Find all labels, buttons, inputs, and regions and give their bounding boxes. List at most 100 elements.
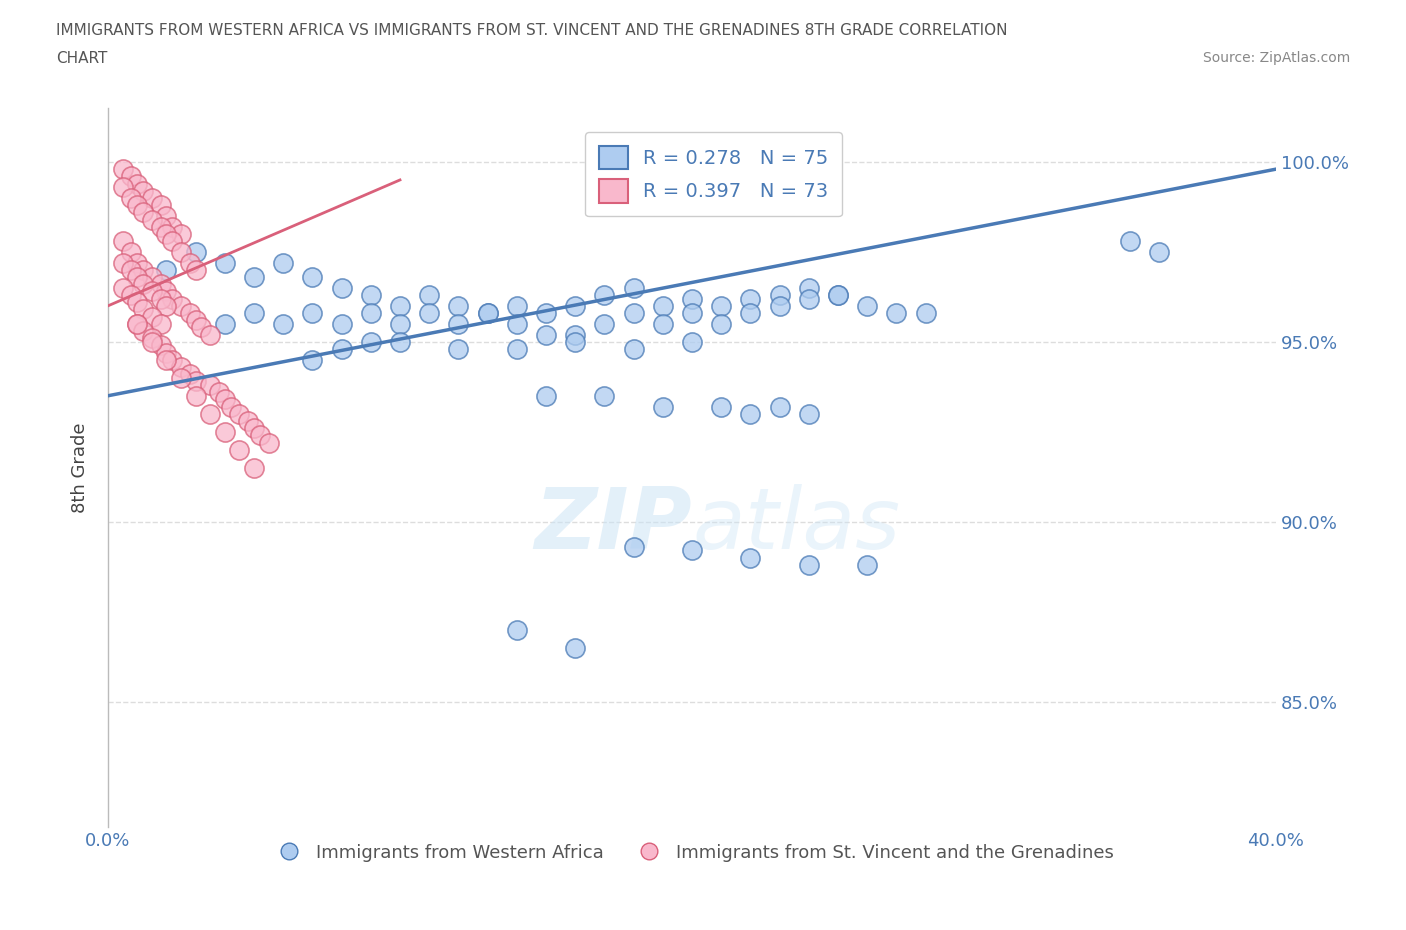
Point (208, 385, 231, 400)
Point (1119, 233, 1142, 248)
Point (768, 299, 790, 313)
Point (797, 557, 820, 572)
Point (886, 306, 908, 321)
Point (170, 299, 193, 313)
Point (856, 557, 879, 572)
Point (797, 281, 820, 296)
Point (179, 306, 201, 321)
Point (243, 420, 266, 435)
Text: CHART: CHART (56, 51, 108, 66)
Point (127, 176, 149, 191)
Point (301, 306, 323, 321)
Point (170, 245, 193, 259)
Point (132, 277, 155, 292)
Point (111, 255, 134, 270)
Point (127, 295, 149, 310)
Point (149, 277, 172, 292)
Point (155, 299, 177, 313)
Point (330, 316, 353, 331)
Point (827, 287, 849, 302)
Point (564, 299, 586, 313)
Point (120, 287, 142, 302)
Point (149, 291, 172, 306)
Point (681, 306, 703, 321)
Point (710, 399, 733, 414)
Point (447, 299, 470, 313)
Point (236, 414, 259, 429)
Point (740, 551, 762, 565)
Point (768, 399, 790, 414)
Point (651, 316, 673, 331)
Point (681, 335, 703, 350)
Point (271, 316, 294, 331)
Point (141, 335, 163, 350)
Point (155, 262, 177, 277)
Legend: Immigrants from Western Africa, Immigrants from St. Vincent and the Grenadines: Immigrants from Western Africa, Immigran… (263, 836, 1121, 869)
Point (155, 345, 177, 360)
Point (243, 270, 266, 285)
Point (198, 406, 221, 421)
Point (623, 539, 645, 554)
Point (160, 291, 183, 306)
Point (127, 270, 149, 285)
Point (623, 306, 645, 321)
Point (184, 374, 207, 389)
Point (111, 179, 134, 194)
Point (360, 287, 382, 302)
Point (827, 287, 849, 302)
Point (360, 306, 382, 321)
Point (184, 245, 207, 259)
Point (198, 378, 221, 392)
Point (797, 406, 820, 421)
Point (710, 316, 733, 331)
Point (1147, 245, 1170, 259)
Point (141, 191, 163, 206)
Point (179, 366, 201, 381)
Point (149, 316, 172, 331)
Point (141, 212, 163, 227)
Point (740, 306, 762, 321)
Point (651, 299, 673, 313)
Point (330, 281, 353, 296)
Point (418, 306, 440, 321)
Point (228, 443, 250, 458)
Point (477, 306, 499, 321)
Point (388, 316, 411, 331)
Point (170, 370, 193, 385)
Point (214, 316, 236, 331)
Point (360, 335, 382, 350)
Point (564, 327, 586, 342)
Point (564, 640, 586, 655)
Point (141, 309, 163, 324)
Point (447, 316, 470, 331)
Point (447, 341, 470, 356)
Point (120, 245, 142, 259)
Text: ZIP: ZIP (534, 484, 692, 566)
Point (740, 291, 762, 306)
Point (170, 227, 193, 242)
Point (111, 281, 134, 296)
Point (149, 219, 172, 234)
Point (155, 227, 177, 242)
Point (301, 270, 323, 285)
Point (141, 284, 163, 299)
Point (214, 255, 236, 270)
Text: Source: ZipAtlas.com: Source: ZipAtlas.com (1202, 51, 1350, 65)
Point (214, 424, 236, 439)
Point (330, 341, 353, 356)
Point (249, 428, 271, 443)
Point (797, 291, 820, 306)
Point (506, 622, 529, 637)
Text: IMMIGRANTS FROM WESTERN AFRICA VS IMMIGRANTS FROM ST. VINCENT AND THE GRENADINES: IMMIGRANTS FROM WESTERN AFRICA VS IMMIGR… (56, 23, 1008, 38)
Point (120, 262, 142, 277)
Point (506, 299, 529, 313)
Point (219, 399, 242, 414)
Point (149, 198, 172, 213)
Point (271, 255, 294, 270)
Point (111, 162, 134, 177)
Point (534, 306, 557, 321)
Point (149, 338, 172, 352)
Point (593, 316, 616, 331)
Point (132, 324, 155, 339)
Point (418, 287, 440, 302)
